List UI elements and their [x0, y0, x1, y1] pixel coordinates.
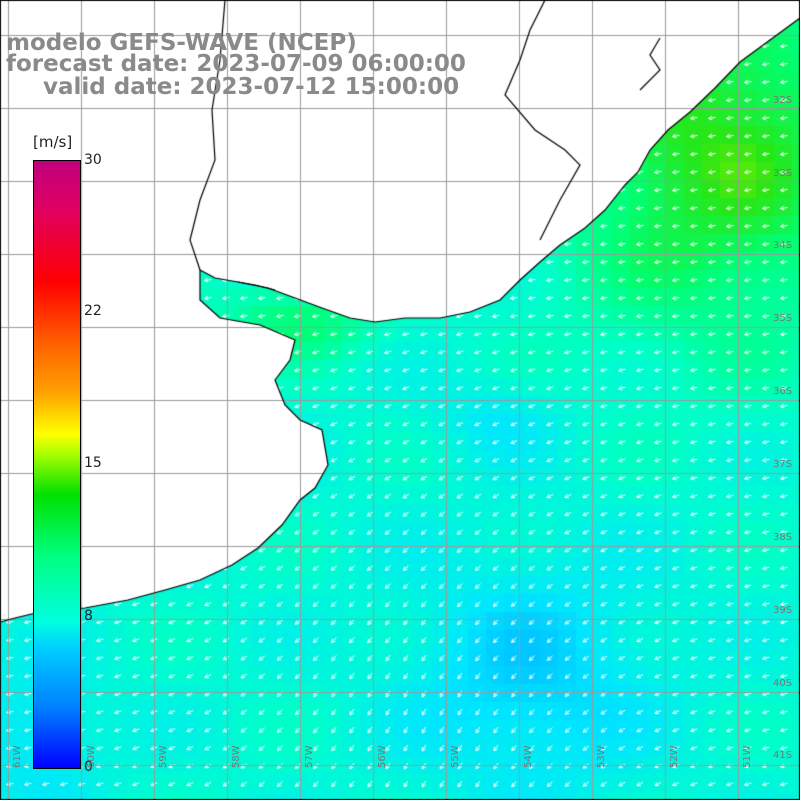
lat-label-32s: 32S: [773, 95, 793, 106]
lon-label-54w: 54W: [523, 745, 534, 768]
colorbar-tick-15: 15: [84, 455, 102, 471]
lon-label-59w: 59W: [158, 745, 169, 768]
lon-label-53w: 53W: [596, 745, 607, 768]
lon-label-52w: 52W: [669, 745, 680, 768]
colorbar-unit: [m/s]: [33, 133, 73, 151]
lat-label-40s: 40S: [773, 678, 793, 689]
colorbar-tick-22: 22: [84, 303, 102, 319]
lat-label-36s: 36S: [773, 386, 793, 397]
colorbar-tick-30: 30: [84, 152, 102, 168]
lon-label-51w: 51W: [742, 745, 753, 768]
lon-label-57w: 57W: [304, 745, 315, 768]
lat-label-39s: 39S: [773, 605, 793, 616]
colorbar-tick-8: 8: [84, 608, 93, 624]
lat-label-35s: 35S: [773, 313, 793, 324]
title-model: modelo GEFS-WAVE (NCEP): [6, 30, 357, 56]
colorbar-tick-0: 0: [84, 759, 93, 775]
lon-label-58w: 58W: [231, 745, 242, 768]
lon-label-61w: 61W: [12, 745, 23, 768]
lat-label-41s: 41S: [773, 750, 793, 761]
lat-label-34s: 34S: [773, 240, 793, 251]
lat-label-33s: 33S: [773, 168, 793, 179]
colorbar: [33, 160, 81, 769]
title-valid-date: valid date: 2023-07-12 15:00:00: [43, 74, 460, 100]
title-forecast-date: forecast date: 2023-07-09 06:00:00: [6, 51, 466, 77]
lon-label-56w: 56W: [377, 745, 388, 768]
lon-label-60w: 60W: [86, 745, 97, 768]
lon-label-55w: 55W: [450, 745, 461, 768]
lat-label-38s: 38S: [773, 532, 793, 543]
lat-label-37s: 37S: [773, 459, 793, 470]
